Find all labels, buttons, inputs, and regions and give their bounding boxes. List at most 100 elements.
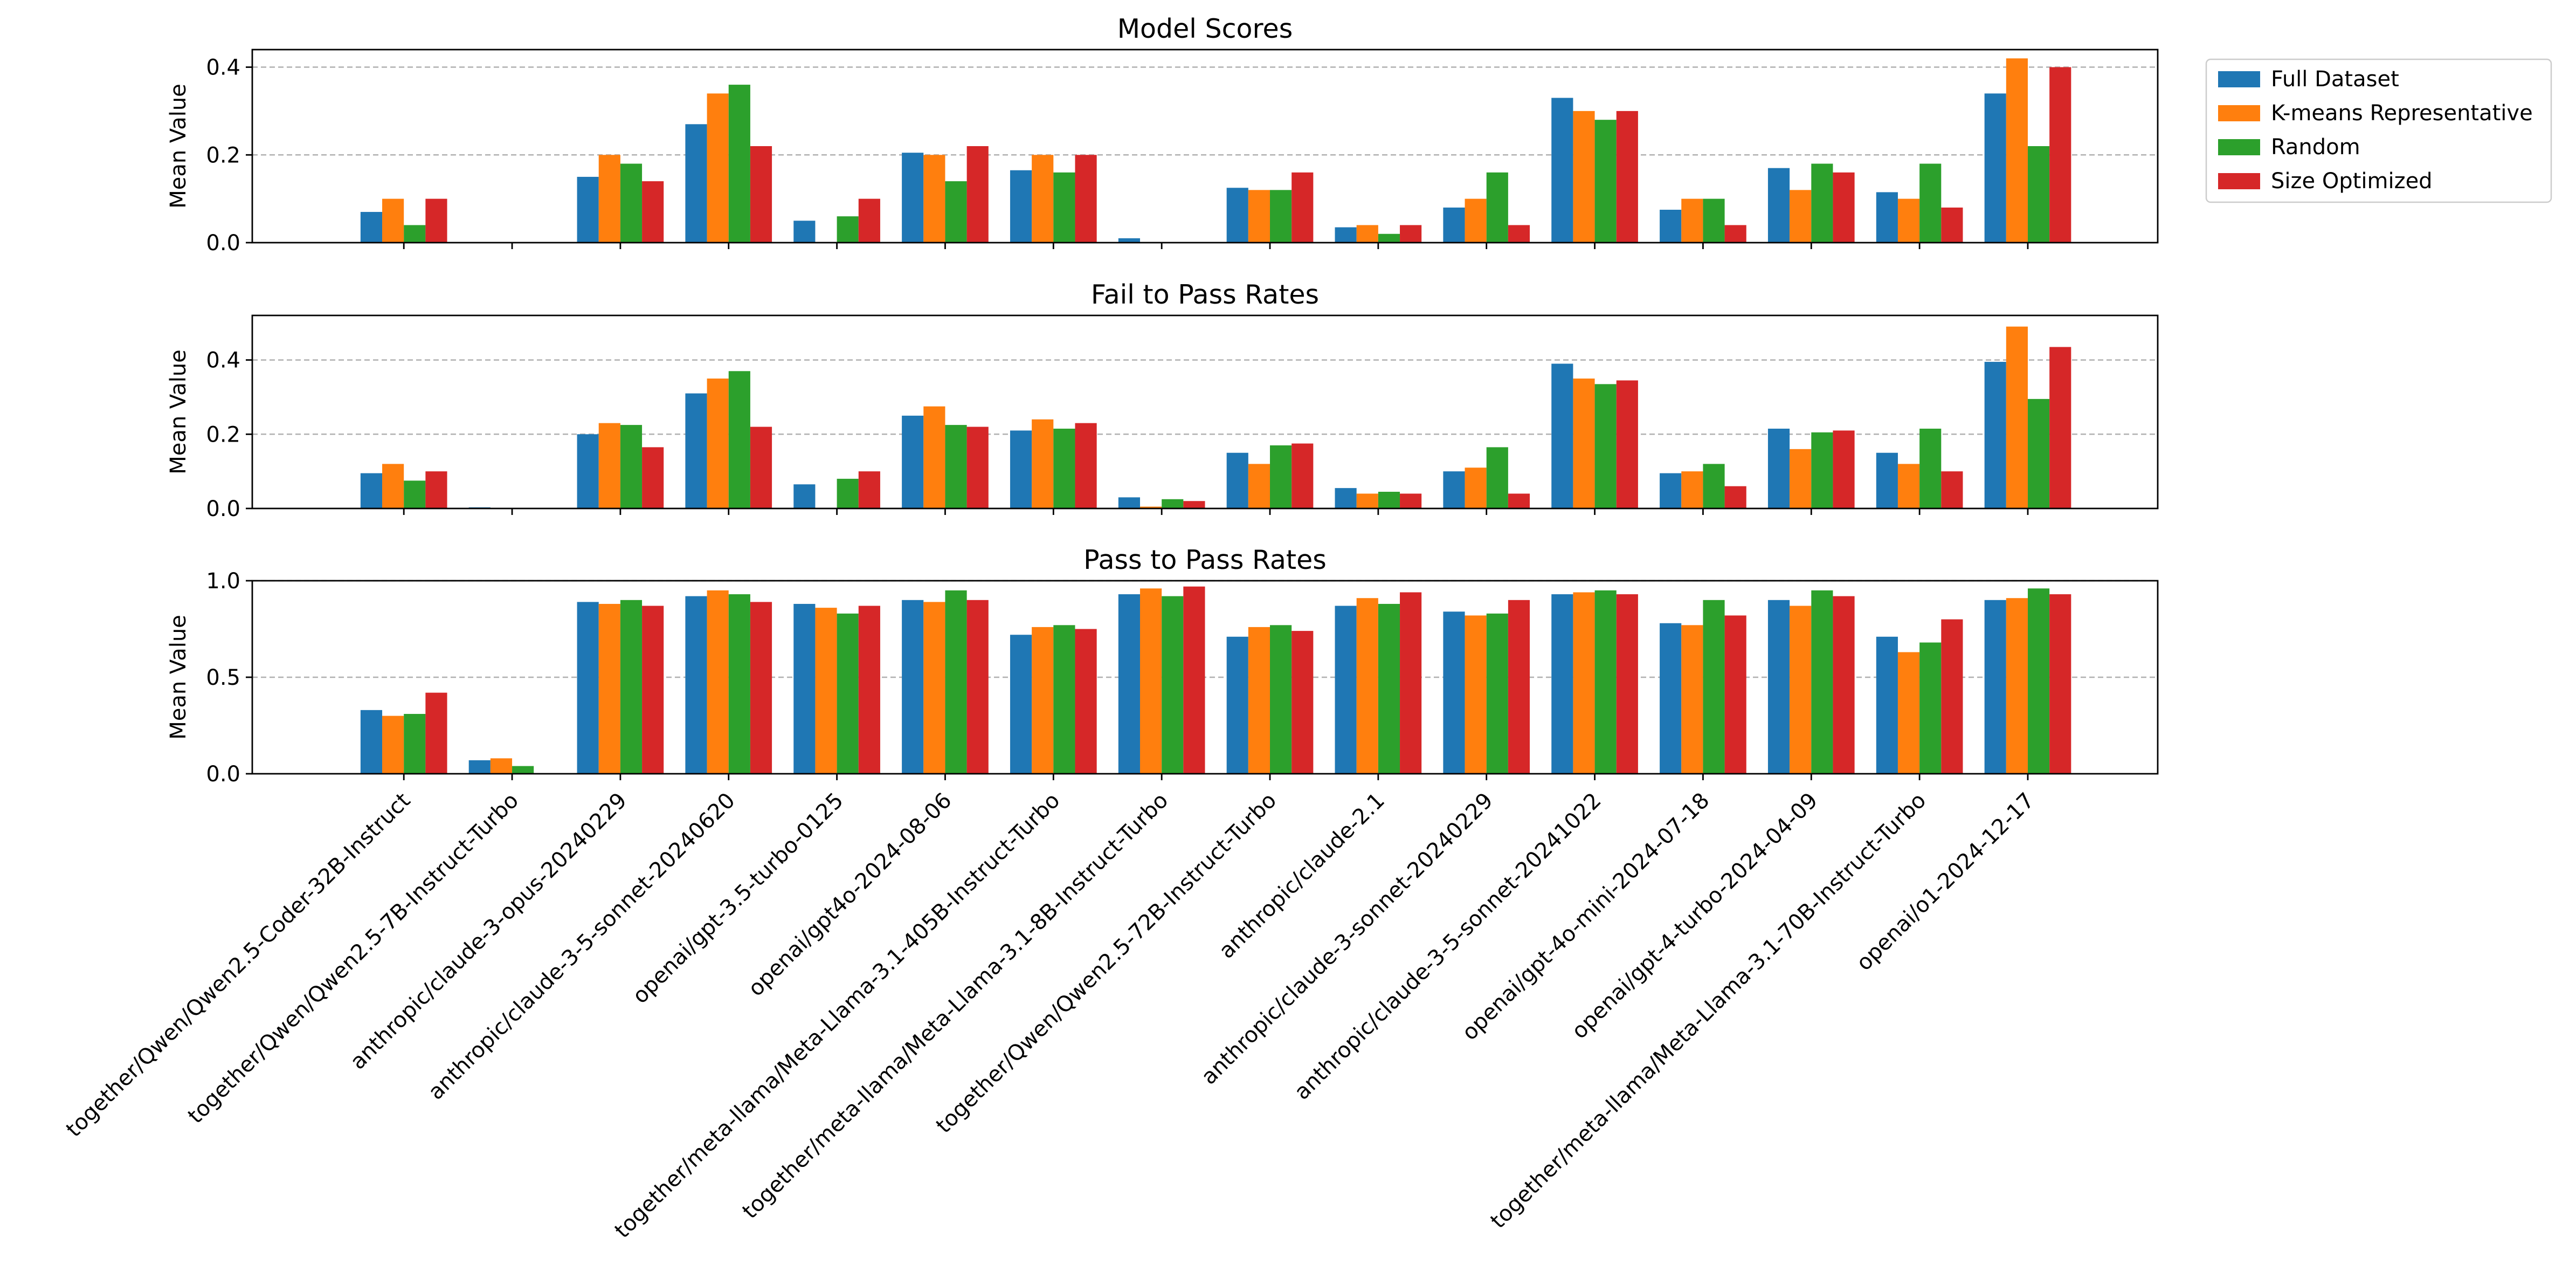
y-axis-label: Mean Value [166, 349, 191, 475]
bar [1443, 207, 1465, 243]
legend-entry: Full Dataset [2271, 67, 2399, 92]
bar [1508, 493, 1530, 508]
bar [902, 415, 924, 508]
bar [1335, 227, 1357, 243]
bar [750, 602, 772, 774]
bar [1573, 592, 1595, 774]
bar [1378, 492, 1400, 508]
legend-entry: Size Optimized [2271, 169, 2433, 194]
bar [1075, 423, 1097, 508]
bar [1660, 209, 1682, 243]
bar [793, 484, 816, 508]
y-axis-label: Mean Value [166, 615, 191, 740]
bar [1335, 488, 1357, 508]
bar [1941, 471, 1963, 508]
y-tick-label: 0.4 [206, 56, 240, 80]
bar [1400, 493, 1422, 508]
bar [1897, 464, 1920, 508]
bar [837, 478, 859, 508]
bar [2027, 146, 2050, 243]
bar [642, 606, 664, 774]
bar [2049, 67, 2071, 243]
bar [1984, 362, 2006, 508]
bar [1573, 111, 1595, 243]
bar [1248, 627, 1270, 774]
bar [1270, 445, 1292, 508]
bar [642, 181, 664, 243]
bar [598, 603, 620, 774]
bar [1681, 625, 1703, 774]
bar [728, 371, 750, 508]
bar [642, 447, 664, 508]
bar [404, 480, 426, 508]
bar [1724, 615, 1746, 774]
bar [685, 596, 707, 774]
bar [1226, 452, 1248, 508]
bar [945, 181, 967, 243]
bar [858, 471, 880, 508]
bar [902, 600, 924, 774]
bar [360, 473, 383, 508]
bar [707, 379, 729, 508]
bar [1226, 188, 1248, 243]
bar [1486, 172, 1508, 243]
bar [966, 146, 989, 243]
bar [2006, 598, 2028, 774]
bar [404, 714, 426, 774]
bar [598, 423, 620, 508]
y-tick-label: 0.0 [206, 231, 240, 256]
bar [1465, 615, 1487, 774]
bar [1941, 207, 1963, 243]
legend: Full Dataset K-means Representative Random… [2205, 58, 2552, 203]
bar [1508, 600, 1530, 774]
bar [1335, 606, 1357, 774]
bar [620, 425, 643, 508]
bar [1833, 172, 1855, 243]
bar [1053, 428, 1075, 508]
bar [1248, 190, 1270, 243]
bar [1941, 619, 1963, 774]
bar [1400, 225, 1422, 243]
bar [1833, 596, 1855, 774]
bar [1226, 636, 1248, 774]
bar [1594, 590, 1617, 774]
bar [1724, 225, 1746, 243]
y-tick-label: 0.4 [206, 348, 240, 373]
bar [1551, 594, 1573, 774]
legend-swatch [2218, 139, 2260, 155]
legend-frame [2205, 58, 2552, 203]
bar [707, 590, 729, 774]
axes-frame [251, 314, 2159, 510]
bar [1616, 111, 1638, 243]
bar [404, 225, 426, 243]
y-tick-label: 0.2 [206, 143, 240, 168]
subplot-2: 0.0 0.2 0.4 Fail to Pass Rates Mean Value [166, 279, 2159, 521]
bar [707, 93, 729, 243]
bar [1616, 594, 1638, 774]
bar [1400, 592, 1422, 774]
bar [1790, 606, 1812, 774]
bar [1594, 384, 1617, 508]
bar [750, 427, 772, 508]
bar [598, 155, 620, 243]
bar [1660, 473, 1682, 508]
bar [1032, 155, 1054, 243]
bar [1010, 170, 1032, 243]
bar [966, 600, 989, 774]
bar [1919, 642, 1942, 774]
bar [1984, 93, 2006, 243]
bar [1897, 198, 1920, 243]
bar [425, 692, 447, 774]
bar [1139, 506, 1162, 508]
legend-entry: K-means Representative [2271, 101, 2533, 126]
bar [837, 613, 859, 774]
bar [1053, 625, 1075, 774]
bar [620, 600, 643, 774]
y-tick-label: 0.5 [206, 665, 240, 690]
bar [1292, 443, 1314, 508]
bar [1270, 625, 1292, 774]
bar [425, 198, 447, 243]
bar [1010, 430, 1032, 508]
bar [923, 602, 945, 774]
